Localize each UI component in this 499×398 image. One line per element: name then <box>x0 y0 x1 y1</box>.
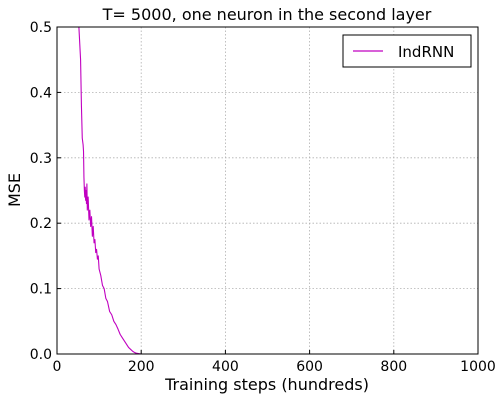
ticks: 0 200 400 600 800 1000 0.0 0.1 0.2 0.3 0.4 0.5 <box>30 20 496 375</box>
y-tick-label: 0.2 <box>30 216 52 232</box>
x-tick-label: 800 <box>380 359 407 375</box>
x-tick-label: 600 <box>296 359 323 375</box>
x-tick-label: 1000 <box>460 359 496 375</box>
y-tick-label: 0.5 <box>30 20 52 36</box>
plot-frame <box>56 26 479 355</box>
legend: IndRNN <box>342 34 472 68</box>
series-line-indrnn <box>78 26 478 355</box>
legend-label-indrnn: IndRNN <box>398 43 454 61</box>
x-axis-label: Training steps (hundreds) <box>164 375 369 394</box>
series-layer <box>78 26 478 355</box>
y-tick-label: 0.1 <box>30 282 52 298</box>
chart-title: T= 5000, one neuron in the second layer <box>102 5 432 24</box>
x-tick-label: 0 <box>53 359 62 375</box>
y-tick-label: 0.3 <box>30 151 52 167</box>
y-tick-label: 0.4 <box>30 85 52 101</box>
y-axis-label: MSE <box>5 173 24 207</box>
x-tick-label: 400 <box>212 359 239 375</box>
grid <box>57 27 478 354</box>
y-tick-label: 0.0 <box>30 347 52 363</box>
x-tick-label: 200 <box>128 359 155 375</box>
